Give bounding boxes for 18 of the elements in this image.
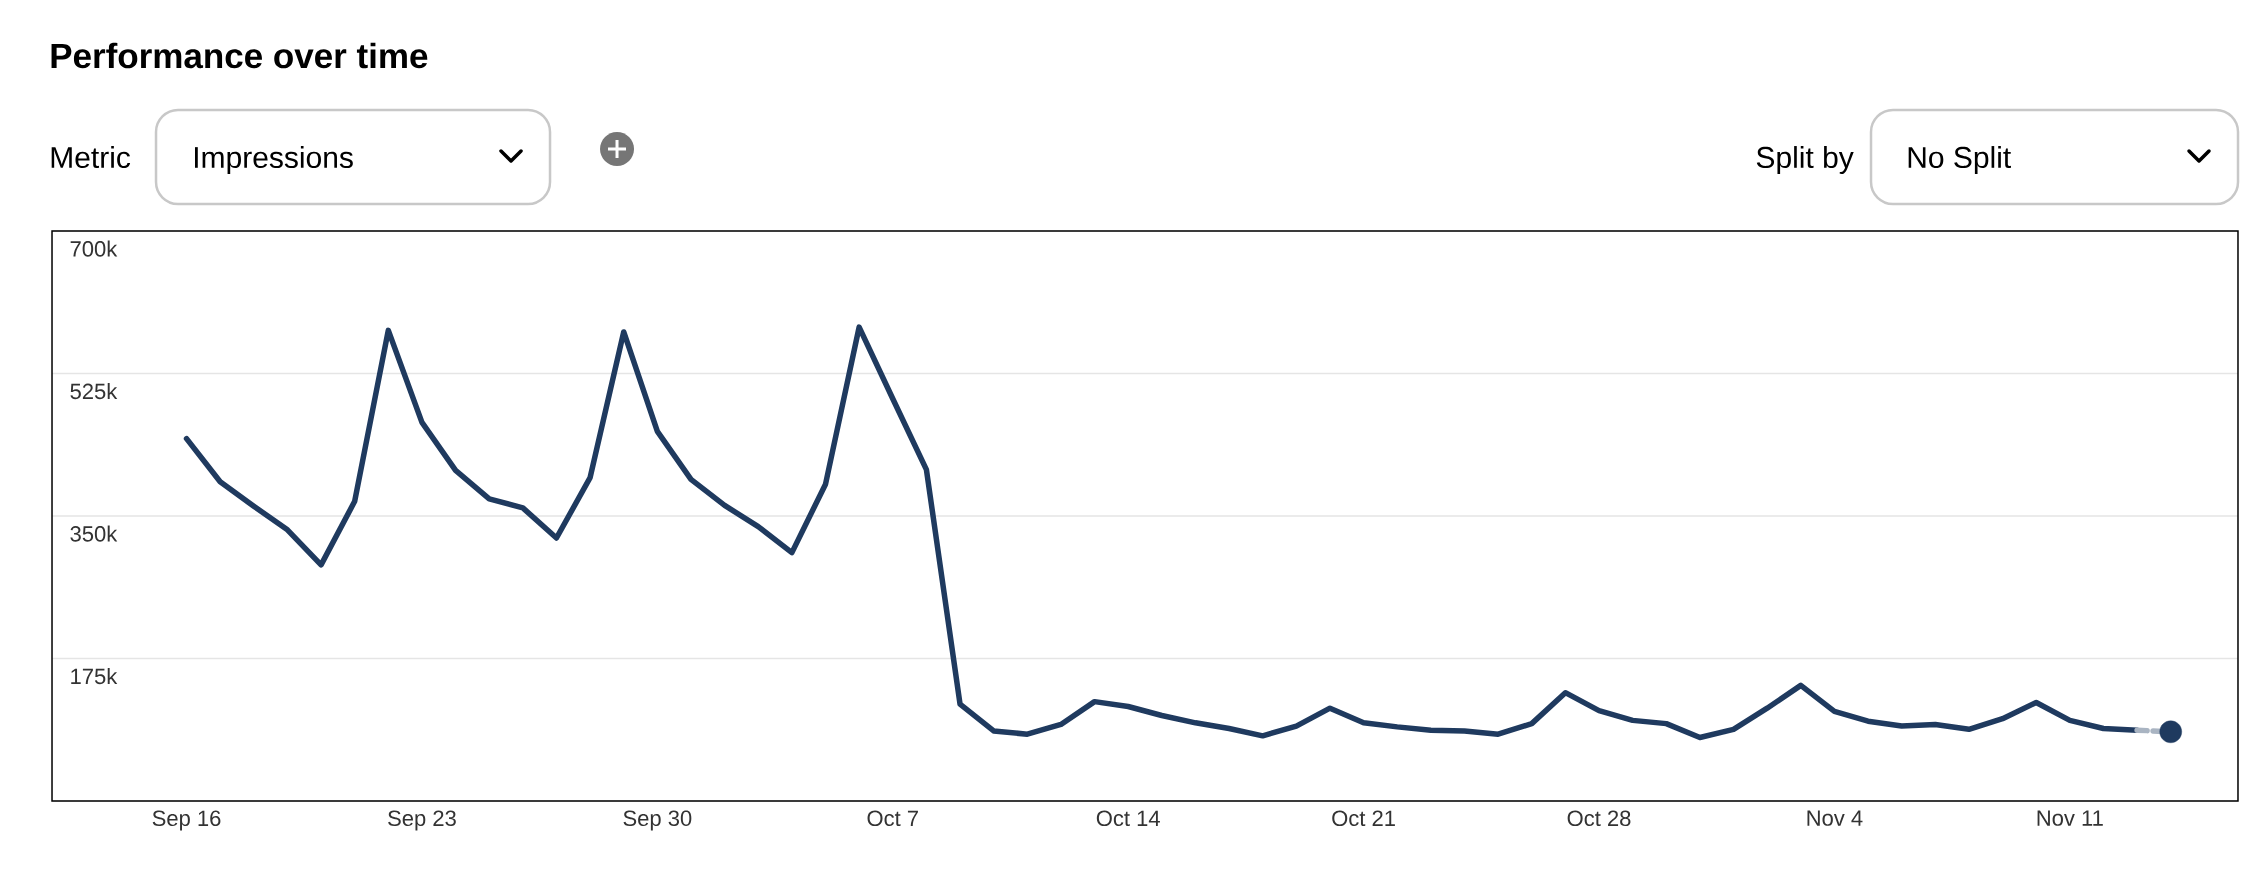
x-tick-label: Nov 11 bbox=[2037, 810, 2103, 826]
text: Metric bbox=[51, 146, 131, 169]
x-tick-label: Oct 28 bbox=[1567, 810, 1631, 827]
x-tick-label: Sep 16 bbox=[152, 810, 221, 831]
y-tick-label: 525k bbox=[70, 383, 118, 400]
chart-title: Performance over time bbox=[51, 42, 428, 69]
x-tick-label: Sep 30 bbox=[623, 810, 692, 831]
text: Split by bbox=[1756, 146, 1854, 175]
x-tick-label: Sep 23 bbox=[388, 810, 456, 831]
y-tick-label: 350k bbox=[70, 525, 118, 542]
x-tick-label: Nov 4 bbox=[1807, 810, 1863, 826]
x-tick-label: Oct 14 bbox=[1096, 810, 1160, 827]
x-tick-label: Oct 7 bbox=[867, 810, 918, 827]
y-tick-label: 700k bbox=[70, 240, 118, 257]
x-tick-label: Oct 21 bbox=[1332, 810, 1395, 827]
y-tick-label: 175k bbox=[71, 668, 118, 685]
text: No Split bbox=[1908, 146, 2011, 175]
text: Impressions bbox=[194, 146, 353, 175]
